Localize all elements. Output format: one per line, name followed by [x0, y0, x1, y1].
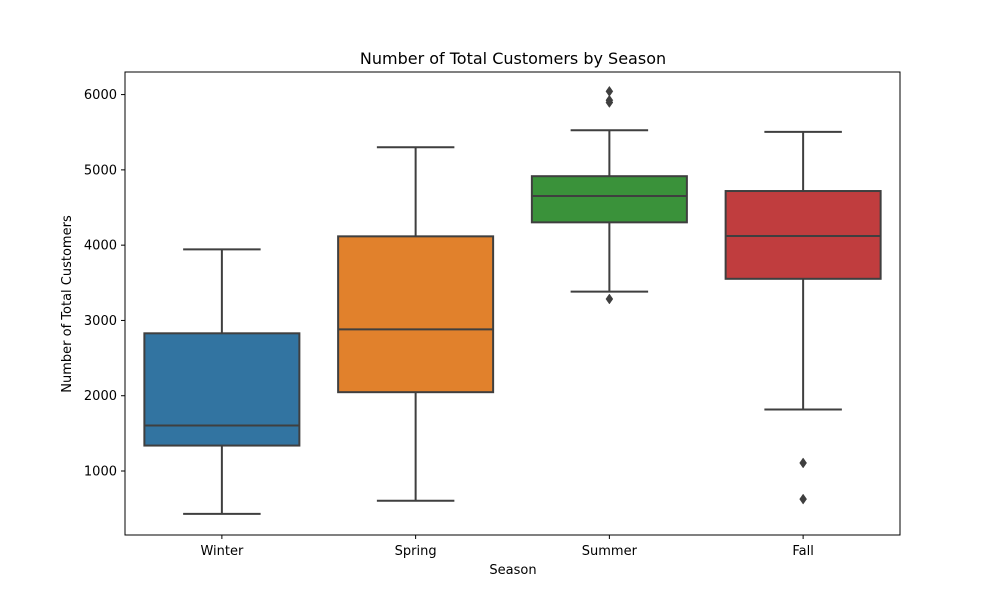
x-tick-label: Winter: [200, 544, 244, 559]
y-tick-label: 6000: [84, 88, 117, 103]
outlier-point: [605, 85, 614, 97]
chart-title: Number of Total Customers by Season: [360, 49, 666, 68]
plot-area-frame: [124, 71, 901, 536]
y-axis-label: Number of Total Customers: [60, 215, 75, 393]
outlier-point: [799, 457, 807, 469]
x-tick-label: Fall: [792, 544, 813, 559]
outlier-point: [605, 293, 614, 305]
x-tick-label: Spring: [395, 544, 437, 559]
x-axis: Winter Spring Summer Fall: [200, 535, 814, 559]
boxes-layer: [143, 85, 882, 515]
box-fall: [724, 130, 882, 505]
x-tick-label: Summer: [582, 544, 638, 559]
iqr-box: [724, 190, 882, 280]
y-tick-label: 5000: [84, 163, 117, 178]
iqr-box: [337, 235, 495, 394]
iqr-box: [143, 332, 301, 447]
y-tick-label: 3000: [84, 314, 117, 329]
y-axis: 1000 2000 3000 4000 5000 6000: [84, 88, 125, 480]
outlier-point: [799, 493, 807, 505]
box-summer: [530, 85, 688, 305]
y-tick-label: 2000: [84, 389, 117, 404]
y-tick-label: 4000: [84, 239, 117, 254]
outlier-point: [605, 94, 614, 106]
y-tick-label: 1000: [84, 465, 117, 480]
box-winter: [143, 248, 301, 515]
x-axis-label: Season: [489, 563, 536, 578]
iqr-box: [530, 175, 688, 224]
box-spring: [337, 146, 495, 502]
